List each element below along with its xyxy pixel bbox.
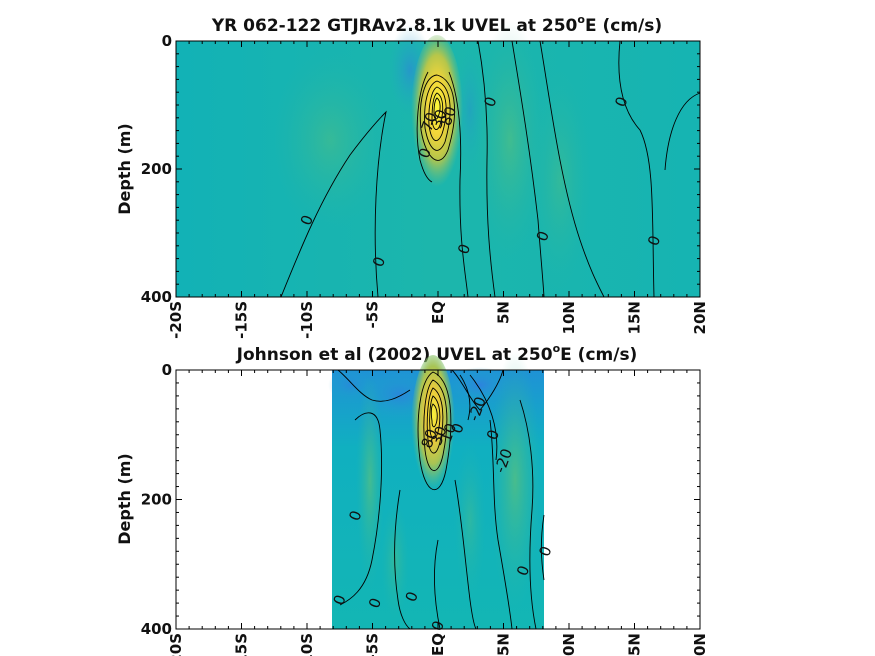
- axis-ticks-top: -20S -15S -10S -5S EQ 5N 10N 15N 20N 0 200 400: [141, 32, 709, 339]
- core-contour-label: 80: [437, 104, 460, 128]
- x-tick-label: 5N: [495, 301, 513, 324]
- heatmap-field-bottom: [328, 350, 544, 629]
- x-tick-label: 5N: [495, 633, 513, 656]
- heatmap-field-top: [176, 20, 700, 297]
- chart-title-top: YR 062-122 GTJRAv2.8.1k UVEL at 250oE (c…: [211, 13, 662, 36]
- y-tick-label: 200: [141, 491, 172, 509]
- x-tick-label: 15N: [626, 301, 644, 334]
- x-tick-label: -10S: [298, 301, 316, 339]
- x-tick-label: EQ: [429, 633, 447, 656]
- axis-ticks-bottom: -20S -15S -10S -5S EQ 5N 10N 15N 20N 0 200 400: [141, 361, 709, 656]
- y-axis-label-bottom: Depth (m): [115, 453, 134, 545]
- x-tick-label: EQ: [429, 301, 447, 324]
- chart-title-bottom: Johnson et al (2002) UVEL at 250oE (cm/s…: [236, 342, 638, 365]
- y-tick-label: 400: [141, 620, 172, 638]
- core-contour-label: 30: [427, 424, 450, 448]
- x-tick-label: -15S: [233, 633, 251, 656]
- x-tick-label: 20N: [691, 633, 709, 656]
- x-tick-label: 20N: [691, 301, 709, 334]
- contours-bottom: [337, 369, 545, 630]
- core-contour-label: 70: [418, 110, 441, 134]
- panel-top: YR 062-122 GTJRAv2.8.1k UVEL at 250oE (c…: [115, 13, 709, 339]
- y-tick-label: 200: [141, 160, 172, 178]
- x-tick-label: -15S: [233, 301, 251, 339]
- x-tick-label: -5S: [364, 301, 382, 328]
- y-axis-label-top: Depth (m): [115, 123, 134, 215]
- x-tick-label: 10N: [560, 301, 578, 334]
- x-tick-label: -10S: [298, 633, 316, 656]
- panel-bottom: Johnson et al (2002) UVEL at 250oE (cm/s…: [115, 342, 709, 656]
- y-tick-label: 0: [162, 32, 172, 50]
- x-tick-label: -20S: [167, 633, 185, 656]
- core-contour-label: 80: [418, 427, 441, 451]
- x-tick-label: -20S: [167, 301, 185, 339]
- x-tick-label: -5S: [364, 633, 382, 656]
- y-tick-label: 0: [162, 361, 172, 379]
- core-contour-label: 10: [437, 421, 460, 445]
- x-tick-label: 10N: [560, 633, 578, 656]
- core-contour-label: 30: [427, 107, 450, 131]
- y-tick-label: 400: [141, 288, 172, 306]
- contours-top: [280, 40, 701, 298]
- x-tick-label: 15N: [626, 633, 644, 656]
